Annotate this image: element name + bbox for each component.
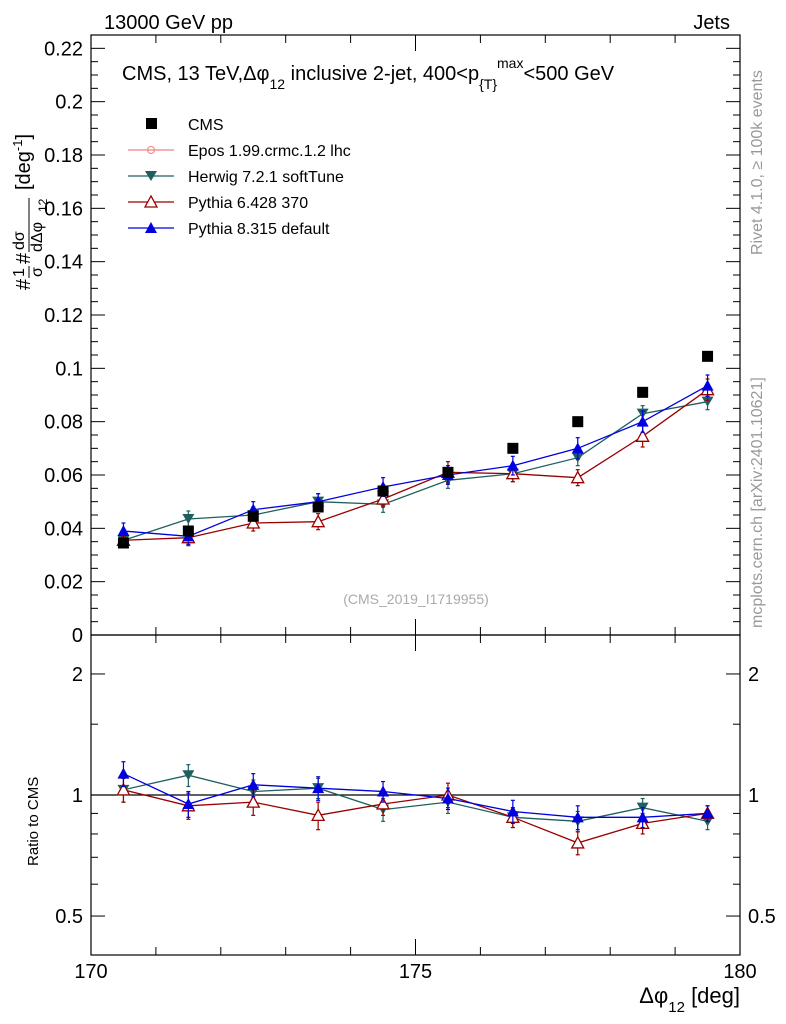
ratio-y-axis-label: Ratio to CMS <box>25 777 42 866</box>
svg-text:Pythia 6.428 370: Pythia 6.428 370 <box>188 195 308 212</box>
y-tick-label: 0.04 <box>44 518 83 540</box>
herwig-ratio-line <box>123 774 708 822</box>
pythia6-point <box>311 514 326 528</box>
cms-data-point <box>117 537 129 549</box>
herwig-point <box>182 514 195 524</box>
pythia8-point <box>701 379 714 391</box>
pythia8-ratio-point <box>377 785 390 797</box>
pythia6-point <box>635 428 650 442</box>
y-tick-label: 0.22 <box>44 38 83 60</box>
pythia8-ratio-point <box>701 807 714 819</box>
pythia8-ratio-point <box>441 792 454 804</box>
x-axis-label: Δφ12 [deg] <box>639 983 740 1016</box>
ratio-tick-label-right: 1 <box>748 785 759 807</box>
x-tick-label: 170 <box>74 961 107 983</box>
pythia8-point <box>636 415 649 427</box>
herwig-line <box>123 401 708 541</box>
pythia6-point <box>375 491 391 505</box>
pythia6-ratio-line <box>123 789 708 844</box>
pythia8-ratio-point <box>117 767 130 779</box>
svg-text:dΔφ: dΔφ <box>29 222 46 252</box>
ratio-tick-label: 0.5 <box>55 906 83 928</box>
ratio-tick-label-right: 0.5 <box>748 906 776 928</box>
pythia6-ratio-point <box>570 835 585 849</box>
pythia6-line <box>123 389 708 541</box>
pythia8-ratio-point <box>312 782 325 794</box>
y-tick-label: 0 <box>72 625 83 647</box>
mcplots-source-label: mcplots.cern.ch [arXiv:2401.10621] <box>749 377 766 628</box>
ratio-tick-label-right: 2 <box>748 664 759 686</box>
legend-entry-cms: CMS <box>146 117 224 134</box>
cms-data-point <box>637 386 649 398</box>
ratio-tick-label: 2 <box>72 664 83 686</box>
cms-data-point <box>702 350 714 362</box>
y-tick-label: 0.02 <box>44 572 83 594</box>
cms-data-point <box>507 442 519 454</box>
cms-data-point <box>247 510 259 522</box>
y-tick-label: 0.2 <box>55 92 83 114</box>
herwig-ratio-point <box>182 770 195 781</box>
x-tick-label: 180 <box>723 961 756 983</box>
pythia6-ratio-point <box>375 796 391 810</box>
pythia8-ratio-point <box>571 811 584 823</box>
svg-text:Pythia 8.315 default: Pythia 8.315 default <box>188 221 330 238</box>
y-tick-label: 0.16 <box>44 198 83 220</box>
legend-entry-pythia6: Pythia 6.428 370 <box>128 194 308 212</box>
svg-text:dσ: dσ <box>11 231 28 250</box>
y-tick-label: 0.14 <box>44 252 83 274</box>
pythia8-ratio-point <box>182 797 195 809</box>
svg-text:1: 1 <box>11 268 28 277</box>
legend-entry-pythia8: Pythia 8.315 default <box>128 221 330 238</box>
legend-entry-epos: Epos 1.99.crmc.1.2 lhc <box>128 143 351 160</box>
header-energy-label: 13000 GeV pp <box>104 12 233 34</box>
rivet-version-label: Rivet 4.1.0, ≥ 100k events <box>749 70 766 255</box>
pythia8-ratio-point <box>247 778 260 790</box>
x-tick-label: 175 <box>399 961 432 983</box>
y-axis-label: # 1 σ # dσ dΔφ 12 [deg-1] <box>10 134 50 290</box>
pythia8-point <box>117 525 130 536</box>
svg-text:[deg-1]: [deg-1] <box>10 134 35 190</box>
y-tick-label: 0.06 <box>44 465 83 487</box>
pythia8-ratio-point <box>636 811 649 823</box>
pythia6-ratio-point <box>246 794 261 808</box>
pythia8-point <box>571 442 584 454</box>
header-jets-label: Jets <box>693 12 730 34</box>
herwig-point <box>701 396 714 407</box>
cms-data-point <box>572 416 584 428</box>
pythia6-point <box>570 470 585 484</box>
svg-text:Herwig 7.2.1 softTune: Herwig 7.2.1 softTune <box>188 169 344 186</box>
y-tick-label: 0.12 <box>44 305 83 327</box>
svg-text:σ: σ <box>29 267 46 277</box>
y-tick-label: 0.18 <box>44 145 83 167</box>
cms-data-point <box>377 485 389 497</box>
svg-text:#: # <box>13 278 35 290</box>
svg-text:CMS: CMS <box>188 117 224 134</box>
cms-data-point <box>442 466 454 478</box>
y-tick-label: 0.1 <box>55 358 83 380</box>
pythia8-ratio-point <box>506 805 519 817</box>
pythia6-ratio-point <box>311 807 326 821</box>
pythia8-ratio-line <box>123 773 708 818</box>
plot-title: CMS, 13 TeV,Δφ12 inclusive 2-jet, 400<p{… <box>122 55 615 92</box>
legend: CMS Epos 1.99.crmc.1.2 lhc Herwig 7.2.1 … <box>128 117 351 238</box>
analysis-id-watermark: (CMS_2019_I1719955) <box>343 591 489 607</box>
y-tick-label: 0.08 <box>44 412 83 434</box>
pythia8-point <box>506 459 519 471</box>
pythia8-line <box>123 385 708 537</box>
cms-data-point <box>312 501 324 513</box>
ratio-tick-label: 1 <box>72 785 83 807</box>
pythia6-point <box>246 515 261 529</box>
cms-data-point <box>182 525 194 537</box>
pythia6-ratio-point <box>116 782 131 796</box>
legend-entry-herwig: Herwig 7.2.1 softTune <box>128 169 344 186</box>
svg-text:Epos 1.99.crmc.1.2 lhc: Epos 1.99.crmc.1.2 lhc <box>188 143 351 160</box>
svg-text:#: # <box>13 252 35 264</box>
svg-text:12: 12 <box>36 198 50 212</box>
